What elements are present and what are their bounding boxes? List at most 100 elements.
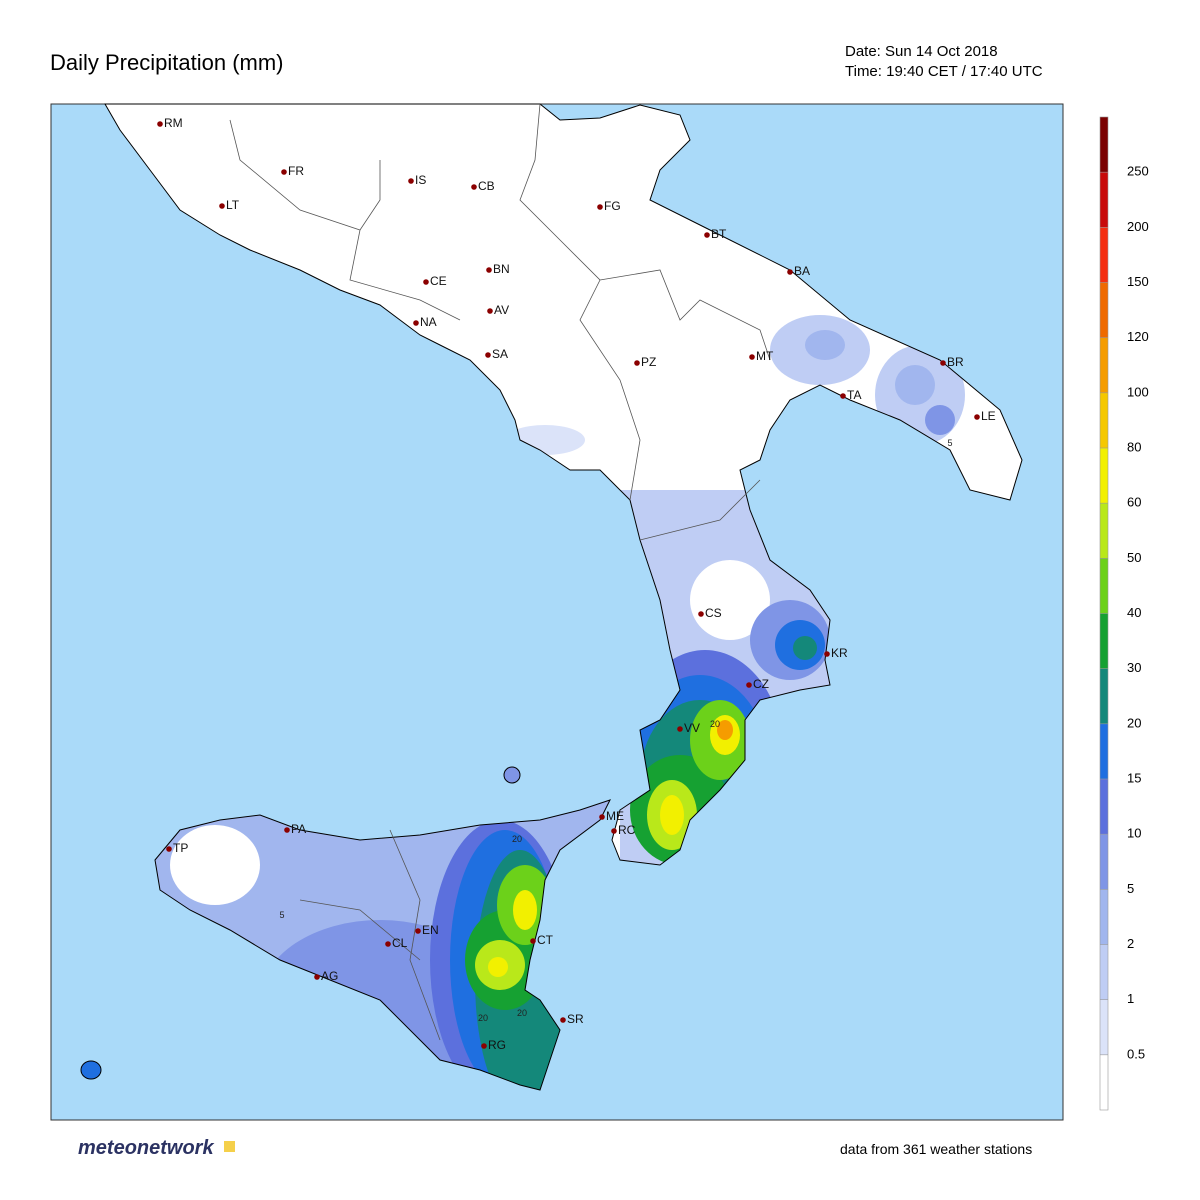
city-label: RM bbox=[164, 116, 183, 130]
city-dot bbox=[698, 611, 704, 617]
city-dot bbox=[485, 352, 491, 358]
city-label: IS bbox=[415, 173, 426, 187]
colorbar-label: 15 bbox=[1127, 770, 1141, 785]
city-label: SA bbox=[492, 347, 508, 361]
contour-label: 20 bbox=[512, 834, 522, 844]
colorbar-label: 60 bbox=[1127, 495, 1141, 510]
city-dot bbox=[385, 941, 391, 947]
city-dot bbox=[840, 393, 846, 399]
colorbar: 0.5 1 2 5 10 15 20 30 40 50 60 80 100 120 150 200 250 bbox=[1099, 116, 1149, 1111]
city-label: PA bbox=[291, 822, 306, 836]
city-dot bbox=[787, 269, 793, 275]
city-dot bbox=[471, 184, 477, 190]
time: Time: 19:40 CET / 17:40 UTC bbox=[845, 63, 1043, 80]
island bbox=[503, 766, 521, 784]
city-dot bbox=[597, 204, 603, 210]
city-label: TP bbox=[173, 841, 188, 855]
borders bbox=[229, 103, 771, 1041]
city-dot bbox=[157, 121, 163, 127]
colorbar-label: 120 bbox=[1127, 329, 1149, 344]
colorbar-label: 80 bbox=[1127, 439, 1141, 454]
colorbar-band bbox=[1100, 337, 1108, 393]
city-label: LE bbox=[981, 409, 996, 423]
city-label: FG bbox=[604, 199, 621, 213]
city-label: AG bbox=[321, 969, 338, 983]
city-dot bbox=[611, 828, 617, 834]
city-dot bbox=[413, 320, 419, 326]
city-label: CZ bbox=[753, 677, 769, 691]
colorbar-band bbox=[1100, 779, 1108, 835]
source: data from 361 weather stations bbox=[840, 1141, 1032, 1157]
coastline bbox=[104, 103, 1023, 866]
colorbar-band bbox=[1100, 558, 1108, 614]
city-dot bbox=[677, 726, 683, 732]
city-dot bbox=[281, 169, 287, 175]
city-dot bbox=[487, 308, 493, 314]
city-dot bbox=[940, 360, 946, 366]
city-dot bbox=[166, 846, 172, 852]
title: Daily Precipitation (mm) bbox=[50, 50, 284, 75]
city-label: CT bbox=[537, 933, 554, 947]
colorbar-label: 50 bbox=[1127, 550, 1141, 565]
city-dot bbox=[974, 414, 980, 420]
colorbar-label: 1 bbox=[1127, 991, 1134, 1006]
city-label: FR bbox=[288, 164, 304, 178]
city-dot bbox=[486, 267, 492, 273]
city-dot bbox=[749, 354, 755, 360]
colorbar-label: 150 bbox=[1127, 274, 1149, 289]
city-dot bbox=[704, 232, 710, 238]
colorbar-label: 0.5 bbox=[1127, 1046, 1145, 1061]
city-label: EN bbox=[422, 923, 439, 937]
contour-label: 20 bbox=[478, 1013, 488, 1023]
city-label: VV bbox=[684, 721, 700, 735]
contour-labels: 20 20 20 20 5 5 bbox=[279, 438, 952, 1023]
colorbar-band bbox=[1100, 172, 1108, 228]
city-label: KR bbox=[831, 646, 848, 660]
colorbar-label: 30 bbox=[1127, 660, 1141, 675]
colorbar-band bbox=[1100, 448, 1108, 504]
city-label: MT bbox=[756, 349, 774, 363]
island bbox=[80, 1060, 102, 1080]
city-label: CS bbox=[705, 606, 722, 620]
colorbar-band bbox=[1100, 282, 1108, 338]
city-dot bbox=[219, 203, 225, 209]
colorbar-band bbox=[1100, 503, 1108, 559]
city-label: BR bbox=[947, 355, 964, 369]
city-dot bbox=[481, 1043, 487, 1049]
colorbar-label: 2 bbox=[1127, 936, 1134, 951]
city-dot bbox=[634, 360, 640, 366]
colorbar-band bbox=[1100, 1054, 1108, 1110]
city-label: CL bbox=[392, 936, 408, 950]
city-label: PZ bbox=[641, 355, 656, 369]
city-dot bbox=[415, 928, 421, 934]
colorbar-band bbox=[1100, 227, 1108, 283]
colorbar-label: 20 bbox=[1127, 715, 1141, 730]
colorbar-label: 200 bbox=[1127, 219, 1149, 234]
city-dot bbox=[530, 938, 536, 944]
city-label: BN bbox=[493, 262, 510, 276]
colorbar-band bbox=[1100, 834, 1108, 890]
contour-label: 20 bbox=[517, 1008, 527, 1018]
colorbar-band bbox=[1100, 889, 1108, 945]
colorbar-band bbox=[1100, 613, 1108, 669]
city-label: BA bbox=[794, 264, 810, 278]
city-label: NA bbox=[420, 315, 437, 329]
colorbar-band bbox=[1100, 668, 1108, 724]
city-dot bbox=[824, 651, 830, 657]
logo: meteonetwork bbox=[78, 1137, 214, 1159]
coastline bbox=[154, 799, 611, 1091]
city-dot bbox=[560, 1017, 566, 1023]
contour-label: 20 bbox=[710, 719, 720, 729]
city-label: RC bbox=[618, 823, 636, 837]
city-label: BT bbox=[711, 227, 727, 241]
city-dot bbox=[423, 279, 429, 285]
city-dot bbox=[408, 178, 414, 184]
city-dot bbox=[599, 814, 605, 820]
city-label: RG bbox=[488, 1038, 506, 1052]
city-label: TA bbox=[847, 388, 861, 402]
city-label: SR bbox=[567, 1012, 584, 1026]
colorbar-label: 40 bbox=[1127, 605, 1141, 620]
contour-label: 5 bbox=[279, 910, 284, 920]
cities: RM FR IS CB FG LT BT BA CE BN AV NA SA PZ MT BR TA LE CS KR… bbox=[157, 116, 996, 1052]
